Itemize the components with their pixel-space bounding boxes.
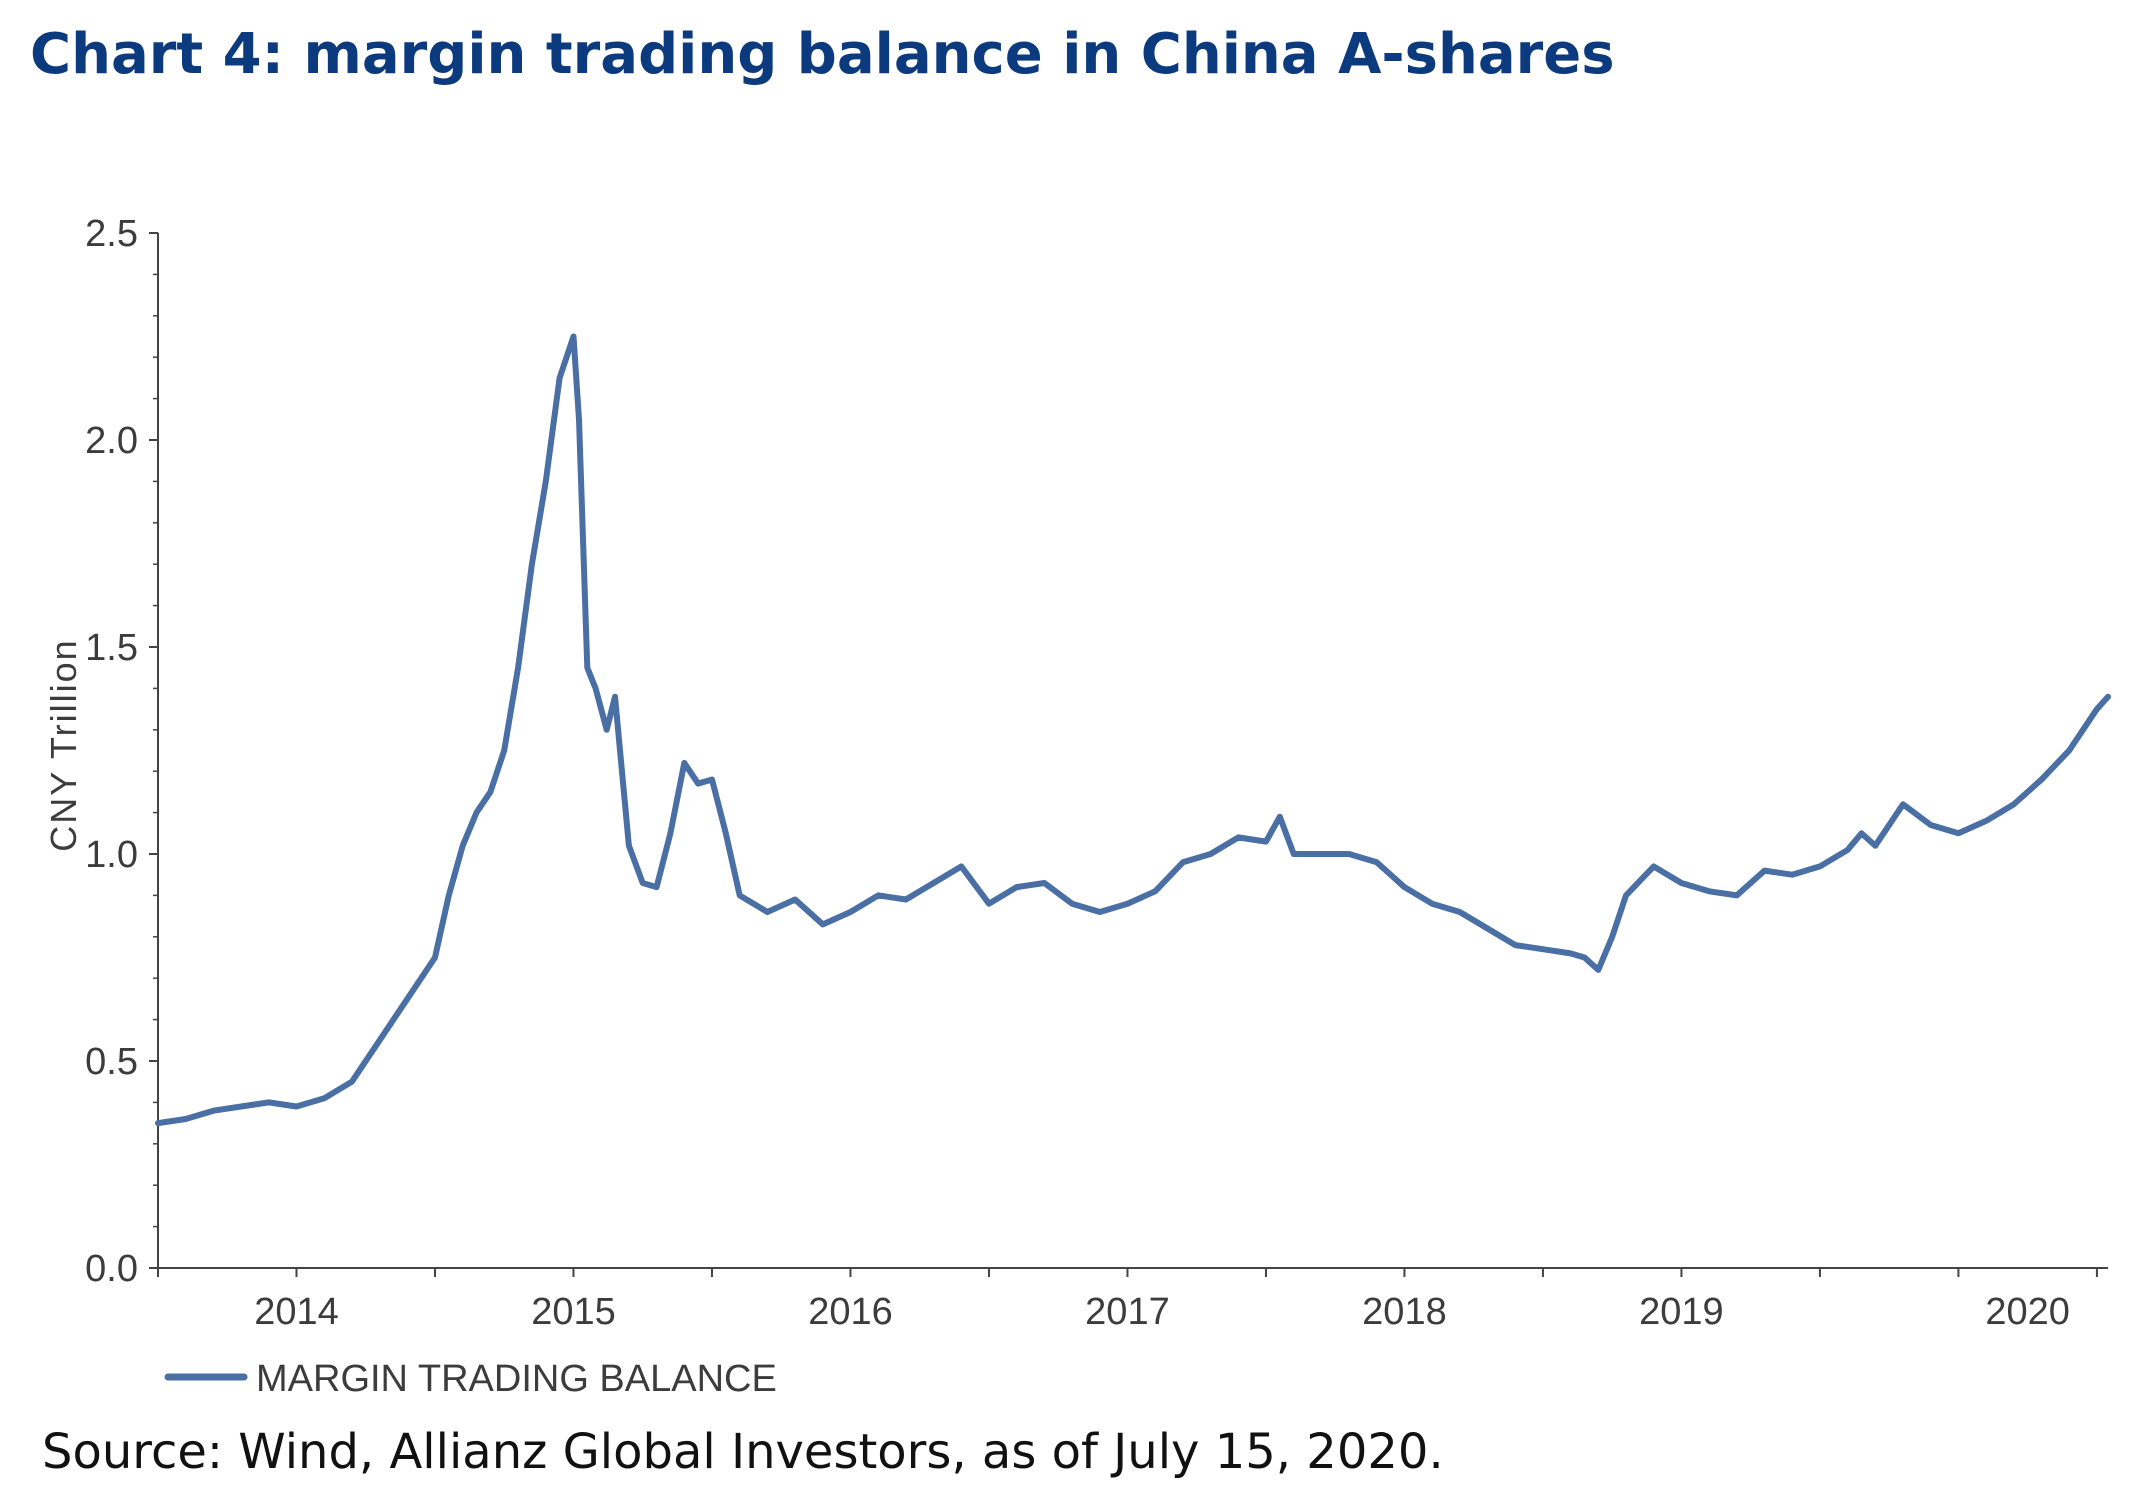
y-tick-label: 0.0 xyxy=(85,1248,138,1290)
legend-label: MARGIN TRADING BALANCE xyxy=(256,1358,777,1400)
y-axis: 0.0 0.5 1.0 1.5 2.0 2.5 xyxy=(85,213,159,1290)
x-tick-label: 2016 xyxy=(808,1291,893,1333)
x-tick-label: 2014 xyxy=(254,1291,339,1333)
chart-title: Chart 4: margin trading balance in China… xyxy=(30,22,1615,87)
source-note: Source: Wind, Allianz Global Investors, … xyxy=(42,1424,1444,1480)
x-tick-label: 2020 xyxy=(1985,1291,2070,1333)
legend: MARGIN TRADING BALANCE xyxy=(164,1358,777,1400)
x-tick-label: 2017 xyxy=(1085,1291,1170,1333)
y-tick-label: 2.5 xyxy=(85,213,138,255)
y-tick-label: 0.5 xyxy=(85,1041,138,1083)
x-tick-label: 2019 xyxy=(1639,1291,1724,1333)
series-layer xyxy=(155,333,2111,1127)
x-axis: 2014 2015 2016 2017 2018 2019 2020 xyxy=(157,1267,2108,1333)
y-tick-label: 2.0 xyxy=(85,420,138,462)
x-tick-label: 2018 xyxy=(1362,1291,1447,1333)
y-tick-label: 1.5 xyxy=(85,627,138,669)
y-axis-title: CNY Trillion xyxy=(43,638,84,851)
x-tick-label: 2015 xyxy=(531,1291,616,1333)
y-tick-label: 1.0 xyxy=(85,834,138,876)
series-line-margin-trading-balance xyxy=(155,333,2111,1127)
